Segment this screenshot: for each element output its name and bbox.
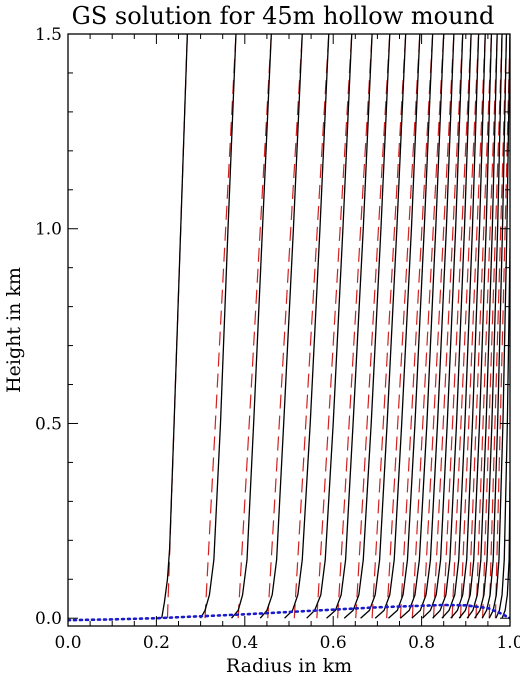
reference-line-13 [422,34,455,619]
solution-line-2 [200,34,237,619]
reference-line-5 [293,34,330,619]
plot-lines [68,34,510,622]
solution-line-12 [399,34,445,619]
solution-line-4 [259,34,303,619]
x-tick-label: 0.0 [54,633,81,653]
solution-line-5 [284,34,330,619]
solution-line-8 [343,34,391,619]
solution-line-18 [458,34,493,619]
y-axis-label: Height in km [3,267,25,393]
y-tick-label: 1.5 [35,25,62,45]
solution-line-16 [441,34,480,619]
chart-title: GS solution for 45m hollow mound [72,2,495,30]
reference-line-3 [237,34,272,619]
solution-line-1 [161,34,188,619]
x-tick-label: 1.0 [496,633,520,653]
reference-line-9 [371,34,407,619]
reference-line-16 [451,34,480,619]
reference-line-10 [386,34,421,619]
solution-line-11 [388,34,434,619]
x-axis-label: Radius in km [226,655,352,677]
reference-line-17 [459,34,486,619]
solution-line-17 [450,34,486,619]
reference-line-8 [355,34,391,619]
x-tick-label: 0.6 [320,633,347,653]
y-tick-label: 1.0 [35,220,62,240]
solution-line-14 [422,34,464,619]
reference-line-11 [399,34,434,619]
solution-line-7 [326,34,373,619]
mound-profile-1 [68,603,510,622]
reference-line-20 [482,34,503,619]
solution-line-13 [411,34,455,619]
reference-line-2 [204,34,237,619]
reference-line-19 [475,34,498,619]
y-tick-label: 0.5 [35,414,62,434]
reference-line-6 [316,34,353,619]
reference-line-12 [411,34,445,619]
solution-line-3 [231,34,272,619]
reference-line-14 [432,34,464,619]
solution-line-10 [374,34,421,619]
reference-line-22 [494,34,510,619]
x-tick-label: 0.4 [231,633,258,653]
reference-line-21 [488,34,508,619]
reference-line-18 [467,34,493,619]
plot-frame [67,33,511,627]
x-tick-label: 0.2 [143,633,170,653]
reference-line-4 [267,34,303,619]
solution-line-15 [432,34,472,619]
y-tick-label: 0.0 [35,609,62,629]
reference-line-15 [442,34,472,619]
reference-line-7 [337,34,373,619]
solution-line-6 [306,34,353,619]
solution-line-19 [466,34,498,619]
solution-line-20 [474,34,503,619]
solution-line-9 [360,34,407,619]
x-tick-label: 0.8 [408,633,435,653]
